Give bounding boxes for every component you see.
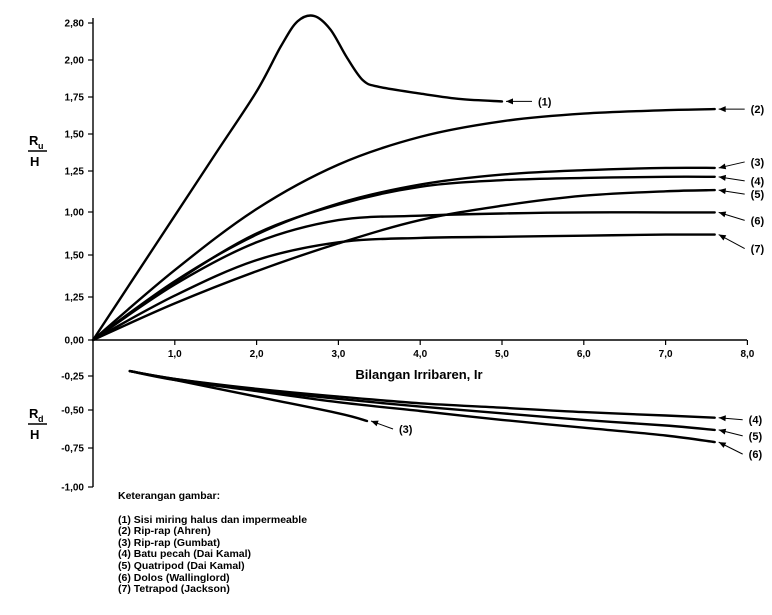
legend-item: (1) Sisi miring halus dan impermeable [118, 513, 308, 526]
runup-series-4-arrowhead [718, 174, 727, 181]
y-tick-label: 1,75 [65, 93, 85, 104]
runup-series-5-label: (5) [751, 189, 765, 201]
y-tick-label: 2,80 [65, 19, 85, 30]
rundown-series-6-line [128, 369, 716, 444]
runup-series-2-label: (2) [751, 104, 765, 116]
runup-series-5-line [91, 188, 716, 342]
runup-series-6-line [91, 211, 716, 342]
rundown-series-3-label: (3) [399, 424, 413, 436]
x-tick-label: 7,0 [659, 349, 673, 360]
runup-series-6-label: (6) [751, 215, 765, 227]
legend-title: Keterangan gambar: [118, 490, 221, 502]
x-tick-label: 6,0 [577, 349, 591, 360]
legend: Keterangan gambar: (1) Sisi miring halus… [118, 490, 308, 596]
upper-ylabel-den: H [30, 154, 39, 169]
x-tick-label: 4,0 [413, 349, 427, 360]
runup-series-7-arrowhead [718, 234, 727, 241]
rundown-series-4-arrowhead [718, 415, 726, 422]
upper-y-axis-label: R u H [28, 133, 47, 169]
legend-item: (7) Tetrapod (Jackson) [118, 583, 230, 596]
legend-item: (2) Rip-rap (Ahren) [118, 525, 211, 538]
runup-series-1-label: (1) [538, 96, 552, 108]
upper-ylabel-num: R [29, 133, 39, 148]
legend-item: (3) Rip-rap (Gumbat) [118, 536, 221, 549]
x-tick-label: 3,0 [331, 349, 345, 360]
y-tick-label: 0,00 [65, 336, 85, 347]
y-tick-label: 2,00 [65, 56, 85, 67]
x-tick-label: 8,0 [740, 349, 754, 360]
runup-series-2-arrowhead [718, 106, 726, 113]
x-tick-label: 5,0 [495, 349, 509, 360]
series-label-group: (1)(2)(3)(4)(5)(6)(7)(3)(4)(5)(6) [370, 96, 765, 461]
y-tick-label: 1,00 [65, 208, 85, 219]
rundown-series-4-label: (4) [749, 415, 763, 427]
lower-ylabel-sub: d [38, 414, 44, 424]
lower-y-axis-label: R d H [28, 406, 47, 442]
x-axis-title: Bilangan Irribaren, Ir [355, 367, 482, 382]
runup-series-2-line [91, 107, 716, 342]
runup-series-3-arrowhead [718, 163, 727, 170]
runup-series-4-label: (4) [751, 176, 765, 188]
runup-series-3-label: (3) [751, 157, 765, 169]
runup-series-6-arrowhead [718, 211, 727, 218]
rundown-series-6-label: (6) [749, 449, 763, 461]
x-tick-group: 1,0 2,0 3,0 4,0 5,0 6,0 7,0 8,0 [168, 340, 755, 360]
runup-series-7-label: (7) [751, 244, 765, 256]
runup-series-4-line [91, 175, 716, 342]
series-group [91, 14, 716, 444]
y-tick-group: 2,80 2,00 1,75 1,50 1,25 1,00 1,50 1,25 0,00 -0,2… [61, 19, 93, 494]
legend-item: (6) Dolos (Wallinglord) [118, 571, 230, 584]
y-tick-label: 1,25 [65, 167, 85, 178]
x-tick-label: 2,0 [250, 349, 264, 360]
y-tick-label: 1,50 [65, 130, 85, 141]
runup-series-7-line [91, 233, 716, 342]
y-tick-label: -0,50 [61, 406, 84, 417]
lower-ylabel-num: R [29, 406, 39, 421]
x-tick-label: 1,0 [168, 349, 182, 360]
lower-ylabel-den: H [30, 427, 39, 442]
y-tick-label: 1,50 [65, 251, 85, 262]
rundown-series-5-label: (5) [749, 431, 763, 443]
y-tick-label: 1,25 [65, 293, 85, 304]
legend-item: (5) Quatripod (Dai Kamal) [118, 559, 245, 572]
runup-series-5-arrowhead [718, 188, 727, 195]
upper-ylabel-sub: u [38, 141, 44, 151]
rundown-series-6-arrowhead [718, 442, 727, 448]
y-tick-label: -0,25 [61, 372, 84, 383]
rundown-series-5-arrowhead [718, 428, 727, 435]
rundown-series-3-arrowhead [371, 420, 379, 427]
runup-series-1-arrowhead [506, 98, 513, 105]
runup-series-1-line [91, 14, 504, 342]
y-tick-label: -1,00 [61, 483, 84, 494]
legend-item: (4) Batu pecah (Dai Kamal) [118, 548, 252, 561]
y-tick-label: -0,75 [61, 444, 84, 455]
